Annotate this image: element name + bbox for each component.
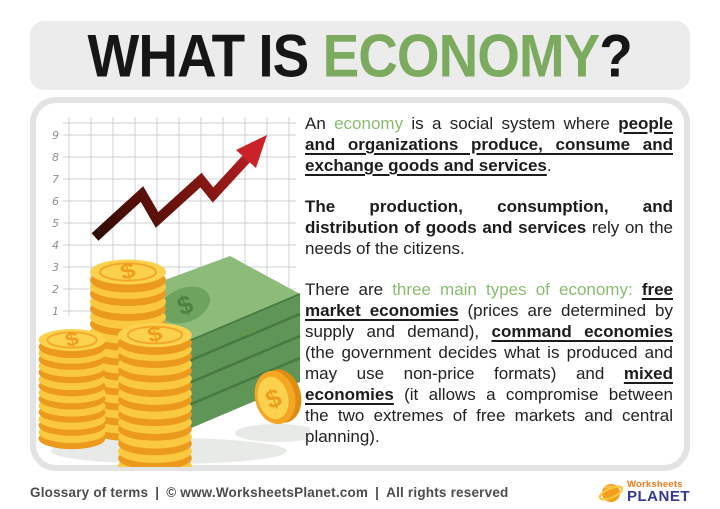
- text-run: is a social system where: [403, 114, 619, 133]
- chart-y-axis-labels: 9 8 7 6 5 4 3 2 1: [52, 129, 59, 318]
- axis-label: 9: [52, 129, 59, 142]
- paragraph-definition: An economy is a social system where peop…: [305, 113, 673, 176]
- axis-label: 5: [52, 217, 59, 230]
- text-run: mixed economies: [305, 364, 673, 404]
- title-part-green: ECONOMY: [322, 21, 601, 90]
- axis-label: 1: [52, 305, 59, 318]
- title-bar: WHAT IS ECONOMY?: [30, 21, 690, 90]
- rights-text: All rights reserved: [386, 484, 509, 500]
- paragraph-production: The production, consumption, and distrib…: [305, 196, 673, 259]
- text-run: people and organizations produce, consum…: [305, 114, 673, 175]
- title-question-mark: ?: [599, 21, 634, 90]
- footer: Glossary of terms | © www.WorksheetsPlanet…: [30, 477, 690, 507]
- text-run: (the government decides what is produced…: [305, 343, 673, 383]
- definition-text: An economy is a social system where peop…: [305, 113, 673, 447]
- axis-label: 2: [52, 283, 59, 296]
- glossary-label: Glossary of terms: [30, 484, 149, 500]
- title-part-black: WHAT IS: [87, 21, 310, 90]
- footer-credits: Glossary of terms | © www.WorksheetsPlanet…: [30, 485, 508, 500]
- paragraph-types: There are three main types of economy: f…: [305, 279, 673, 447]
- text-run: economy: [334, 114, 404, 133]
- text-run: rely on the needs of the citizens.: [305, 218, 674, 258]
- text-run: .: [546, 156, 552, 175]
- axis-label: 7: [52, 173, 59, 186]
- text-run: [633, 280, 642, 299]
- definition-card: $ 9 8 7 6 5 4 3 2 1: [30, 97, 690, 471]
- logo-wordmark: Worksheets PLANET: [627, 480, 690, 504]
- edge-coin: $: [254, 369, 302, 425]
- axis-label: 8: [52, 151, 59, 164]
- growth-arrow-icon: [91, 135, 267, 241]
- text-run: An: [305, 114, 335, 133]
- copyright-text: © www.WorksheetsPlanet.com: [166, 484, 369, 500]
- logo-line2: PLANET: [627, 487, 690, 505]
- axis-label: 3: [52, 261, 59, 274]
- coin-stack-left: [38, 326, 107, 450]
- coin-stack-front: [117, 321, 193, 467]
- footer-separator: |: [375, 484, 380, 500]
- text-run: command economies: [491, 322, 674, 341]
- planet-icon: [598, 484, 624, 502]
- text-run: (prices are determined by supply and dem…: [305, 301, 673, 341]
- text-run: three main types of economy:: [392, 280, 633, 299]
- economy-growth-illustration: $ 9 8 7 6 5 4 3 2 1: [38, 117, 310, 467]
- axis-label: 6: [52, 195, 59, 208]
- logo-line1: Worksheets: [627, 479, 683, 491]
- text-run: The production, consumption, and distrib…: [305, 197, 673, 237]
- footer-separator: |: [155, 484, 160, 500]
- text-run: There are: [305, 280, 393, 299]
- worksheets-planet-logo: Worksheets PLANET: [598, 479, 690, 505]
- page-title: WHAT IS ECONOMY?: [87, 20, 634, 90]
- text-run: free market economies: [305, 280, 673, 320]
- axis-label: 4: [52, 239, 59, 252]
- text-run: (it allows a compromise between the two …: [305, 385, 673, 446]
